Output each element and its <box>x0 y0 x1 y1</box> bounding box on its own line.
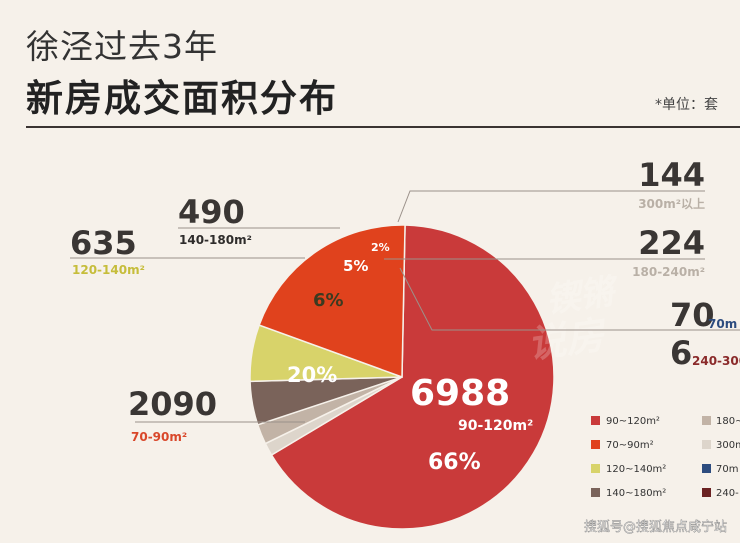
value-label-90-120: 6988 <box>410 373 510 414</box>
legend-label-140-180: 140~180m² <box>606 488 666 499</box>
value-label-70m: 70 <box>670 296 715 334</box>
legend-label-90-120: 90~120m² <box>606 416 660 427</box>
page-title-line1: 徐泾过去3年 <box>26 27 218 66</box>
range-label-90-120: 90-120m² <box>458 418 533 434</box>
range-label-300: 300m²以上 <box>638 196 705 211</box>
value-label-70-90: 2090 <box>128 385 217 423</box>
legend-swatch-180-240 <box>702 416 711 425</box>
pct-label-140-180: 5% <box>343 257 368 275</box>
title-divider <box>26 126 740 128</box>
legend-swatch-300 <box>702 440 711 449</box>
range-label-120-140: 120-140m² <box>72 263 145 277</box>
legend-label-180-240: 180~ <box>716 416 740 427</box>
legend-swatch-90-120 <box>591 416 600 425</box>
legend-swatch-140-180 <box>591 488 600 497</box>
range-label-180-240: 180-240m² <box>632 265 705 279</box>
footer-source: 搜狐号@搜狐焦点咸宁站 <box>584 519 727 535</box>
value-label-120-140: 635 <box>70 224 137 262</box>
pct-label-120-140: 6% <box>313 290 344 311</box>
range-label-140-180: 140-180m² <box>179 233 252 247</box>
legend-label-240-300: 240- <box>716 488 739 499</box>
legend-label-70-90: 70~90m² <box>606 440 654 451</box>
legend-swatch-70m <box>702 464 711 473</box>
legend-label-120-140: 120~140m² <box>606 464 666 475</box>
watermark-line1: 锲锵 <box>544 271 623 321</box>
leader-line-300-elbow <box>397 190 635 223</box>
pie-slice-0 <box>270 224 555 530</box>
range-label-70m: 70m <box>708 317 737 331</box>
legend-label-70m: 70m <box>716 464 738 475</box>
pie-slices <box>249 224 555 530</box>
page-title-line2: 新房成交面积分布 <box>26 77 338 120</box>
range-label-70-90: 70-90m² <box>131 430 187 444</box>
range-label-240-300: 240-300 <box>692 354 740 368</box>
leader-lines <box>70 190 740 423</box>
legend: 90~120m² 70~90m² 120~140m² 140~180m² 180… <box>591 416 740 499</box>
pct-label-180-240: 2% <box>371 241 390 254</box>
pie-slice-5 <box>258 224 406 379</box>
value-label-180-240: 224 <box>638 224 705 262</box>
leader-line-70m <box>399 267 740 331</box>
value-label-140-180: 490 <box>178 193 245 231</box>
legend-swatch-70-90 <box>591 440 600 449</box>
value-label-300: 144 <box>638 156 705 194</box>
value-label-240-300: 6 <box>670 334 692 372</box>
unit-note: *单位：套 <box>655 97 718 113</box>
legend-label-300: 300m² <box>716 440 740 451</box>
legend-swatch-120-140 <box>591 464 600 473</box>
legend-swatch-240-300 <box>702 488 711 497</box>
pct-label-70-90: 20% <box>287 363 337 387</box>
pct-label-90-120: 66% <box>428 450 481 475</box>
watermark: 锲锵 说房 <box>525 271 622 367</box>
